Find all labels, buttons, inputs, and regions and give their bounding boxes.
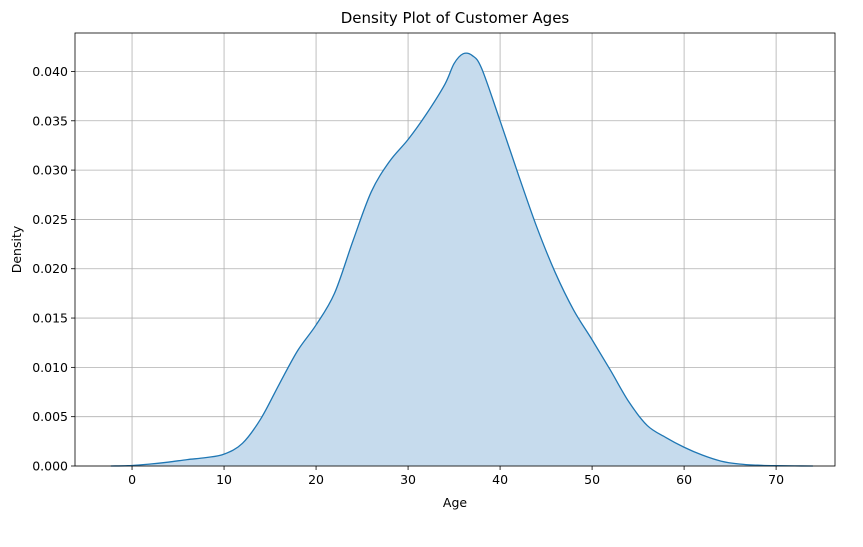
x-tick-label: 10 bbox=[216, 472, 232, 487]
x-tick-label: 70 bbox=[768, 472, 784, 487]
y-axis-label: Density bbox=[9, 225, 24, 273]
y-tick-label: 0.015 bbox=[32, 311, 68, 326]
y-tick-label: 0.005 bbox=[32, 409, 68, 424]
y-tick-label: 0.020 bbox=[32, 261, 68, 276]
x-tick-label: 0 bbox=[128, 472, 136, 487]
x-tick-label: 40 bbox=[492, 472, 508, 487]
x-tick-label: 60 bbox=[676, 472, 692, 487]
y-tick-label: 0.035 bbox=[32, 113, 68, 128]
density-area-fill bbox=[110, 53, 813, 466]
x-axis-label: Age bbox=[443, 495, 467, 510]
y-axis-ticks: 0.000 0.005 0.010 0.015 0.020 0.025 0.030 0.035… bbox=[32, 64, 75, 474]
y-tick-label: 0.040 bbox=[32, 64, 68, 79]
x-tick-label: 20 bbox=[308, 472, 324, 487]
x-tick-label: 30 bbox=[400, 472, 416, 487]
y-tick-label: 0.010 bbox=[32, 360, 68, 375]
plot-frame bbox=[74, 32, 836, 467]
x-axis-ticks: 0 10 20 30 40 50 60 70 bbox=[128, 466, 784, 487]
y-tick-label: 0.030 bbox=[32, 163, 68, 178]
x-tick-label: 50 bbox=[584, 472, 600, 487]
density-curve-line bbox=[110, 52, 813, 467]
chart-title: Density Plot of Customer Ages bbox=[341, 9, 570, 27]
y-tick-label: 0.000 bbox=[32, 459, 68, 474]
y-tick-label: 0.025 bbox=[32, 212, 68, 227]
